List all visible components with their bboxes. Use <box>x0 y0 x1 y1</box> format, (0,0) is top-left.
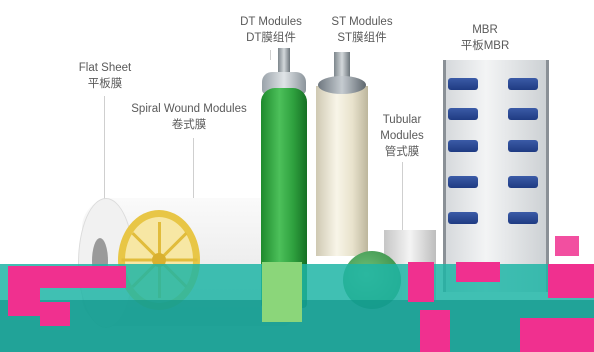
tubular-label-en-line2: Modules <box>380 130 424 142</box>
mbr-plate <box>448 140 478 152</box>
flat-sheet-label-en: Flat Sheet <box>78 62 132 74</box>
flat-sheet-label-zh: 平板膜 <box>87 78 123 90</box>
glitch-block-magenta <box>520 318 594 352</box>
st-modules-label: ST Modules ST膜组件 <box>322 14 402 46</box>
mbr-plate <box>508 176 538 188</box>
glitch-block-magenta <box>555 236 579 256</box>
mbr-plate <box>508 78 538 90</box>
spiral-wound-label-en: Spiral Wound Modules <box>131 103 247 115</box>
mbr-plate <box>508 212 538 224</box>
dt-module-connector <box>278 48 290 74</box>
tubular-leader <box>402 162 403 232</box>
glitch-block-magenta <box>40 302 70 326</box>
st-modules-label-en: ST Modules <box>331 16 393 28</box>
mbr-plate <box>448 176 478 188</box>
mbr-plate <box>508 108 538 120</box>
st-module-body <box>316 86 368 256</box>
mbr-plate <box>448 108 478 120</box>
dt-modules-label: DT Modules DT膜组件 <box>228 14 314 46</box>
glitch-block-magenta <box>8 288 40 316</box>
glitch-block-green <box>262 262 302 322</box>
mbr-plate <box>448 212 478 224</box>
flat-sheet-label: Flat Sheet 平板膜 <box>70 60 140 92</box>
dt-leader <box>270 50 271 60</box>
tubular-modules-label: Tubular Modules 管式膜 <box>372 112 432 160</box>
dt-modules-label-en: DT Modules <box>240 16 302 28</box>
spiral-wound-label: Spiral Wound Modules 卷式膜 <box>124 101 254 133</box>
tubular-label-en-line1: Tubular <box>382 114 422 126</box>
mbr-plate <box>448 78 478 90</box>
spiral-leader <box>193 138 194 213</box>
spiral-wound-hub <box>152 253 166 267</box>
st-modules-label-zh: ST膜组件 <box>337 32 387 44</box>
dt-modules-label-zh: DT膜组件 <box>246 32 296 44</box>
st-module-connector <box>334 52 350 80</box>
spiral-wound-label-zh: 卷式膜 <box>171 119 207 131</box>
glitch-block-magenta <box>420 310 450 352</box>
glitch-block-magenta <box>456 262 500 282</box>
tubular-label-zh: 管式膜 <box>384 146 420 158</box>
mbr-label: MBR 平板MBR <box>450 22 520 54</box>
mbr-label-en: MBR <box>472 24 498 36</box>
st-module-cap <box>318 76 366 94</box>
flat-sheet-leader <box>104 96 105 206</box>
mbr-plate <box>508 140 538 152</box>
mbr-label-zh: 平板MBR <box>460 40 510 52</box>
glitch-block-magenta <box>548 264 594 298</box>
glitch-block-magenta <box>8 266 126 288</box>
glitch-block-magenta <box>408 262 434 302</box>
